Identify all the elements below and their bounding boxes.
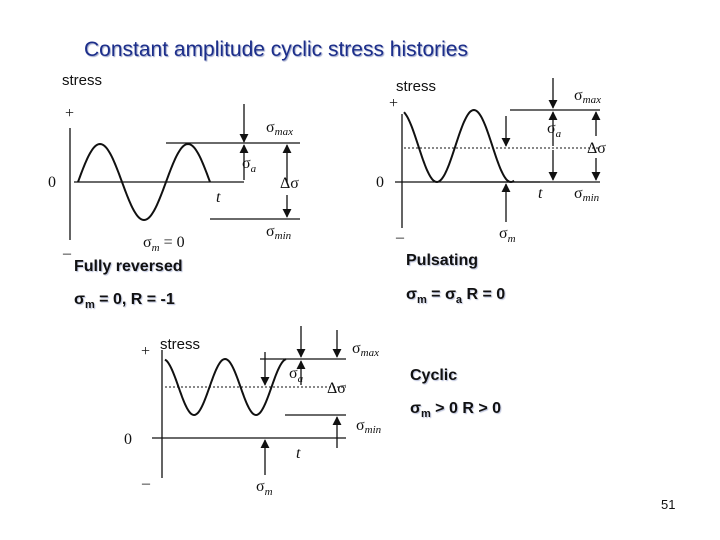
sigma-min-label: σmin — [266, 223, 292, 242]
stress-wave — [77, 142, 211, 222]
stress-label: stress — [396, 78, 436, 95]
page-title: Constant amplitude cyclic stress histori… — [84, 38, 468, 61]
sigma-a-label: σa — [547, 120, 562, 140]
t-label: t — [296, 445, 301, 462]
minus-sign: – — [395, 229, 405, 246]
zero-label: 0 — [376, 174, 384, 191]
plus-sign: + — [389, 95, 398, 112]
minus-sign: – — [62, 245, 72, 262]
caption-cyclic: Cyclic — [410, 367, 458, 384]
diagram-fully-reversed: stress + 0 – t σmax σa Δσ σmin σm = 0 — [48, 72, 300, 262]
sigma-m-zero-label: σm = 0 — [143, 234, 185, 254]
stress-wave — [403, 108, 515, 184]
t-label: t — [216, 189, 221, 206]
t-label: t — [538, 185, 543, 202]
sigma-min-label: σmin — [574, 185, 600, 204]
sigma-max-label: σmax — [352, 340, 379, 359]
sigma-m-label: σm — [256, 478, 273, 498]
caption-pulsating: Pulsating — [406, 252, 479, 269]
sigma-m-label: σm — [499, 225, 516, 245]
caption-fully-reversed: Fully reversed — [74, 258, 183, 275]
sigma-a-label: σa — [289, 365, 304, 385]
diagram-pulsating: stress + 0 – t σmax σa Δσ σmin σm — [376, 78, 606, 246]
stress-label: stress — [62, 72, 102, 89]
equation-cyclic: σm > 0 R > 0 — [410, 400, 501, 421]
sigma-a-label: σa — [242, 155, 257, 175]
sigma-max-label: σmax — [266, 119, 293, 138]
plus-sign: + — [65, 105, 74, 122]
diagram-cyclic: stress + 0 – t σmax σa Δσ σmin σm — [124, 326, 382, 498]
zero-label: 0 — [48, 174, 56, 191]
minus-sign: – — [141, 475, 151, 492]
delta-sigma-label: Δσ — [327, 380, 346, 397]
stress-wave — [164, 357, 287, 417]
zero-label: 0 — [124, 431, 132, 448]
equation-pulsating: σm = σa R = 0 — [406, 286, 506, 307]
stress-label: stress — [160, 336, 200, 353]
delta-sigma-label: Δσ — [587, 140, 606, 157]
equation-fully-reversed: σm = 0, R = -1 — [74, 291, 175, 312]
plus-sign: + — [141, 343, 150, 360]
page-number: 51 — [661, 497, 676, 512]
sigma-max-label: σmax — [574, 87, 601, 106]
delta-sigma-label: Δσ — [280, 175, 299, 192]
sigma-min-label: σmin — [356, 417, 382, 436]
